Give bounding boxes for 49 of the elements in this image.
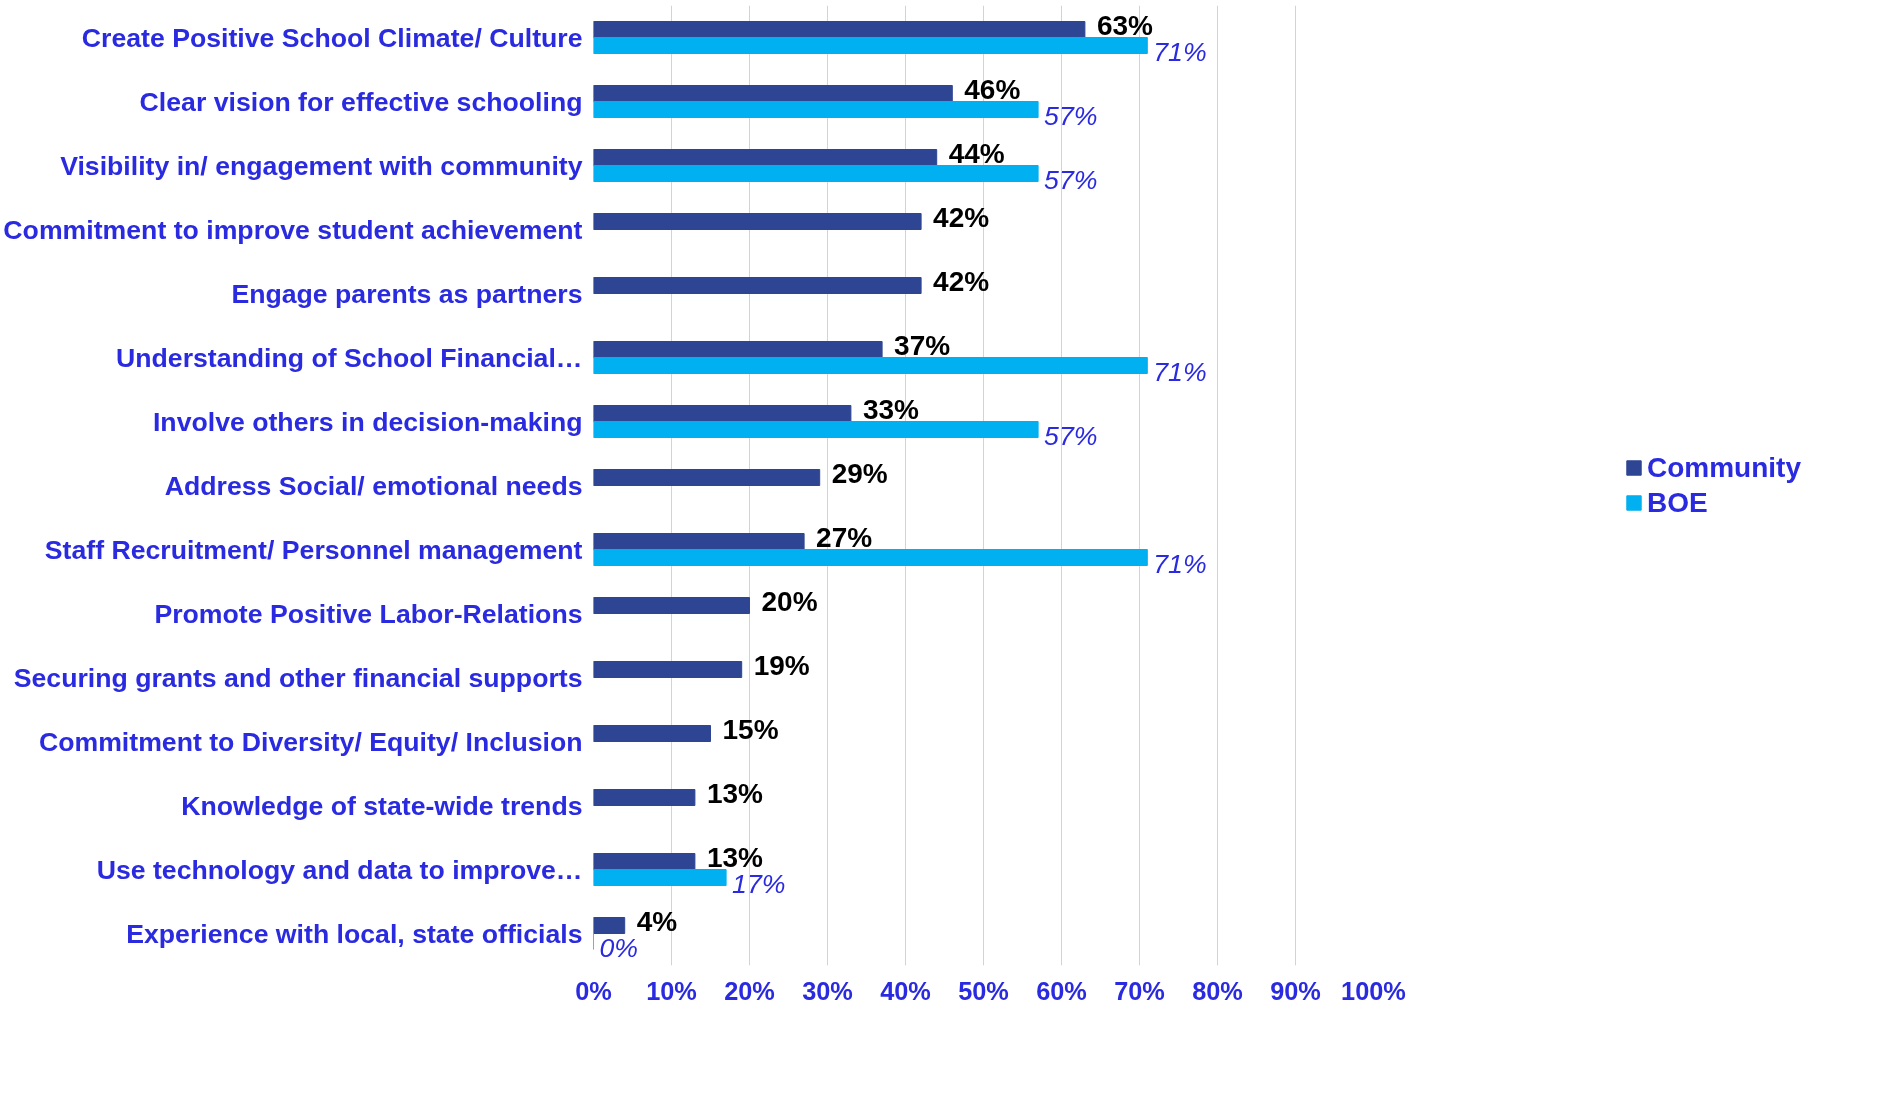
x-tick-label: 10% [646, 976, 697, 1005]
data-label: 37% [894, 330, 951, 361]
y-tick-label: Address Social/ emotional needs [164, 470, 583, 501]
data-label: 71% [1153, 356, 1207, 387]
x-tick-label: 60% [1036, 976, 1087, 1005]
data-label: 63% [1096, 10, 1154, 41]
data-label: 57% [1044, 164, 1098, 195]
y-tick-label: Promote Positive Labor-Relations [154, 598, 583, 629]
x-tick-label: 20% [724, 976, 775, 1005]
data-label: 20% [761, 586, 818, 617]
x-tick-label: 40% [880, 976, 931, 1005]
x-tick-label: 50% [958, 976, 1009, 1005]
x-tick-label: 90% [1270, 976, 1321, 1005]
data-label: 33% [862, 394, 920, 425]
y-tick-label: Clear vision for effective schooling [139, 86, 583, 117]
y-tick-label: Understanding of School Financial… [115, 342, 583, 373]
data-label: 15% [722, 714, 779, 745]
x-tick-label: 30% [802, 976, 853, 1005]
data-label: 13% [706, 778, 764, 809]
legend-label: BOE [1647, 486, 1708, 519]
data-label: 71% [1153, 548, 1207, 579]
y-tick-label: Commitment to Diversity/ Equity/ Inclusion [38, 726, 583, 757]
data-label: 46% [964, 74, 1021, 105]
data-label: 44% [948, 138, 1005, 169]
y-tick-label: Securing grants and other financial supports [13, 662, 583, 693]
legend-label: Community [1647, 451, 1801, 484]
data-label: 29% [831, 458, 888, 489]
data-label: 42% [933, 202, 990, 233]
data-label: 19% [753, 650, 810, 681]
y-tick-label: Use technology and data to improve… [96, 854, 583, 885]
data-label: 57% [1044, 100, 1098, 131]
y-tick-label: Visibility in/ engagement with community [60, 150, 583, 181]
y-tick-label: Staff Recruitment/ Personnel management [44, 534, 583, 565]
y-tick-label: Create Positive School Climate/ Culture [81, 22, 583, 53]
y-tick-label: Involve others in decision-making [152, 406, 583, 437]
data-label: 0% [599, 932, 639, 963]
data-label: 4% [636, 906, 678, 937]
y-tick-label: Knowledge of state-wide trends [181, 790, 583, 821]
y-tick-label: Engage parents as partners [231, 278, 583, 309]
x-tick-label: 70% [1114, 976, 1165, 1005]
data-label: 57% [1044, 420, 1098, 451]
data-label: 42% [933, 266, 990, 297]
data-label: 71% [1153, 36, 1207, 67]
y-tick-label: Experience with local, state officials [126, 918, 583, 949]
y-tick-label: Commitment to improve student achievement [3, 214, 583, 245]
x-tick-label: 80% [1192, 976, 1243, 1005]
data-label: 27% [816, 522, 873, 553]
x-tick-label: 100% [1341, 976, 1406, 1005]
x-tick-label: 0% [575, 976, 612, 1005]
